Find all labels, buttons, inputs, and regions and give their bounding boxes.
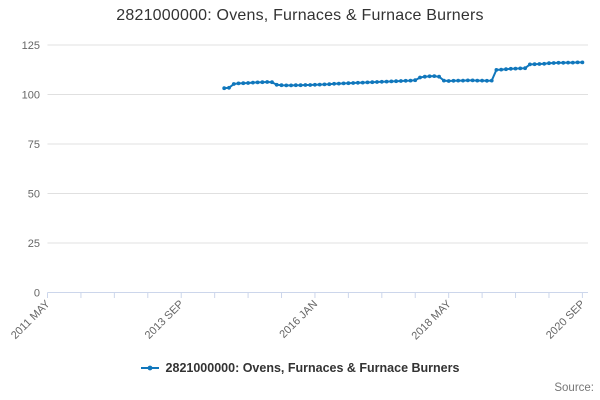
data-point[interactable]	[317, 82, 322, 87]
data-point[interactable]	[322, 82, 327, 87]
data-point[interactable]	[532, 62, 537, 67]
data-point[interactable]	[418, 75, 422, 80]
data-point[interactable]	[427, 74, 432, 79]
data-point[interactable]	[356, 80, 360, 85]
data-point[interactable]	[327, 82, 332, 87]
data-point[interactable]	[274, 82, 279, 87]
data-point[interactable]	[456, 78, 461, 83]
data-point[interactable]	[231, 82, 236, 86]
data-point[interactable]	[437, 74, 441, 79]
data-point[interactable]	[246, 81, 251, 85]
data-point[interactable]	[236, 81, 241, 86]
data-point[interactable]	[284, 83, 289, 88]
data-point[interactable]	[504, 67, 508, 72]
data-point[interactable]	[494, 68, 499, 72]
x-tick-label: 2013 SEP	[143, 298, 187, 342]
x-tick-label: 2016 JAN	[277, 298, 320, 341]
y-tick-label: 125	[22, 40, 40, 52]
data-point[interactable]	[542, 61, 547, 66]
data-point[interactable]	[422, 74, 427, 79]
data-point[interactable]	[489, 78, 494, 83]
data-point[interactable]	[351, 81, 356, 85]
data-point[interactable]	[513, 66, 518, 71]
data-point[interactable]	[279, 83, 284, 88]
data-point[interactable]	[499, 67, 504, 72]
data-point[interactable]	[408, 78, 413, 83]
data-point[interactable]	[379, 79, 384, 84]
data-point[interactable]	[551, 61, 556, 65]
x-tick-label: 2011 MAY	[9, 298, 53, 342]
data-point[interactable]	[313, 82, 317, 87]
data-point[interactable]	[394, 79, 398, 84]
legend-label: 2821000000: Ovens, Furnaces & Furnace Bu…	[165, 361, 460, 375]
data-point[interactable]	[508, 66, 513, 71]
data-point[interactable]	[570, 60, 575, 65]
x-tick-label: 2020 SEP	[544, 298, 588, 342]
data-point[interactable]	[442, 78, 446, 83]
y-tick-label: 0	[34, 288, 40, 300]
data-point[interactable]	[298, 83, 303, 88]
series-line[interactable]	[223, 61, 584, 90]
data-point[interactable]	[518, 66, 523, 71]
data-point[interactable]	[465, 78, 470, 83]
data-point[interactable]	[403, 78, 408, 83]
data-point[interactable]	[399, 79, 403, 83]
legend-line-marker-icon	[140, 365, 159, 371]
data-point[interactable]	[547, 61, 551, 66]
data-point[interactable]	[289, 83, 293, 88]
data-point[interactable]	[580, 60, 585, 65]
data-point[interactable]	[575, 60, 580, 65]
y-tick-label: 75	[28, 139, 40, 151]
data-point[interactable]	[566, 60, 570, 65]
data-point[interactable]	[270, 80, 274, 85]
data-point[interactable]	[365, 80, 370, 85]
data-point[interactable]	[222, 86, 227, 91]
y-tick-label: 25	[28, 238, 40, 250]
data-point[interactable]	[561, 60, 566, 65]
y-tick-label: 50	[28, 189, 40, 201]
data-point[interactable]	[346, 81, 351, 86]
data-point[interactable]	[341, 81, 346, 86]
data-point[interactable]	[446, 79, 451, 83]
data-point[interactable]	[432, 74, 437, 78]
y-tick-label: 100	[22, 90, 40, 102]
data-point[interactable]	[360, 80, 365, 85]
data-point[interactable]	[523, 66, 527, 71]
data-point[interactable]	[485, 78, 489, 83]
data-point[interactable]	[336, 81, 341, 86]
data-point[interactable]	[375, 80, 379, 84]
data-point[interactable]	[470, 78, 475, 83]
legend[interactable]: 2821000000: Ovens, Furnaces & Furnace Bu…	[0, 361, 600, 375]
data-point[interactable]	[308, 83, 313, 87]
data-point[interactable]	[528, 62, 532, 67]
data-point[interactable]	[241, 81, 246, 86]
source-credit: Source:	[554, 382, 594, 394]
data-point[interactable]	[255, 80, 260, 85]
data-point[interactable]	[293, 83, 298, 88]
data-point[interactable]	[537, 62, 542, 66]
data-point[interactable]	[265, 80, 270, 84]
data-point[interactable]	[461, 78, 465, 83]
data-point[interactable]	[384, 79, 389, 84]
data-point[interactable]	[413, 78, 418, 83]
data-point[interactable]	[389, 79, 394, 84]
data-point[interactable]	[260, 80, 265, 85]
data-point[interactable]	[480, 78, 484, 83]
data-point[interactable]	[370, 80, 375, 85]
chart-title: 2821000000: Ovens, Furnaces & Furnace Bu…	[116, 7, 484, 24]
data-point[interactable]	[451, 78, 456, 83]
data-point[interactable]	[475, 78, 480, 83]
data-point[interactable]	[303, 83, 308, 87]
data-point[interactable]	[556, 60, 561, 65]
data-point[interactable]	[251, 80, 255, 85]
data-point[interactable]	[332, 81, 336, 86]
x-tick-label: 2018 MAY	[410, 298, 455, 343]
data-point[interactable]	[227, 85, 231, 90]
